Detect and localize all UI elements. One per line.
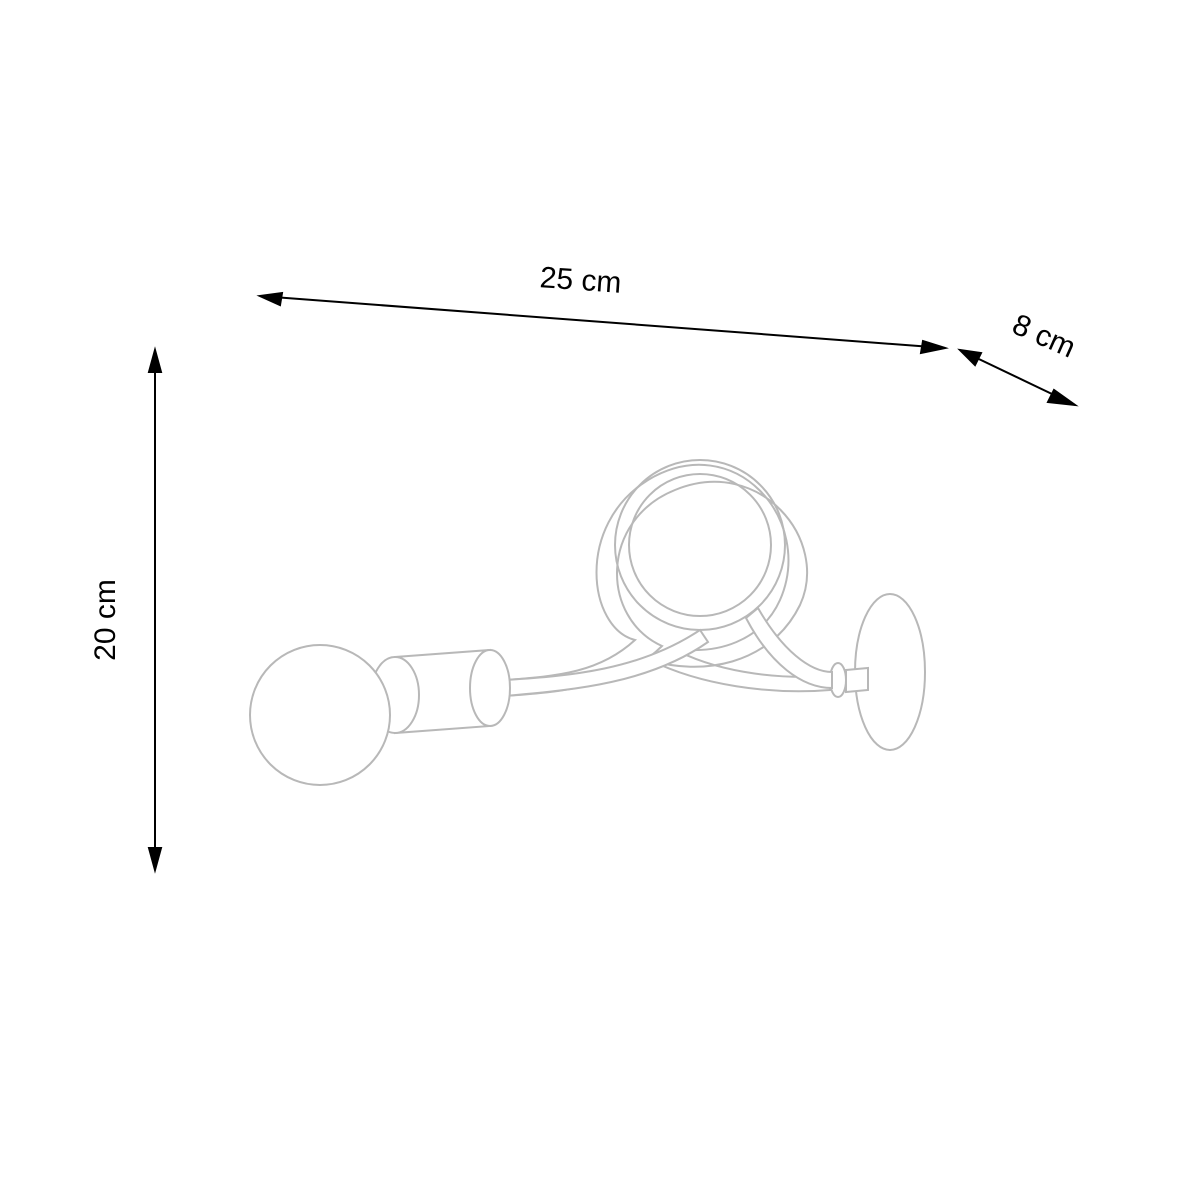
mount-stub: [846, 668, 868, 692]
arm-loop-outer: [615, 460, 785, 630]
dim-depth-arrow-left: [960, 350, 981, 365]
dim-width-arrow-right: [921, 341, 945, 353]
socket-end: [470, 650, 510, 726]
bulb: [250, 645, 390, 785]
arm-loop-inner: [629, 474, 771, 616]
dim-depth-label: 8 cm: [1007, 308, 1080, 365]
dim-width-label: 25 cm: [539, 261, 623, 300]
lamp-outline: [250, 460, 925, 785]
dim-height-arrow-bottom: [149, 848, 161, 870]
dim-depth-arrow-right: [1048, 390, 1075, 405]
dim-width-line: [260, 296, 945, 348]
dim-height-arrow-top: [149, 350, 161, 372]
technical-drawing: 25 cm 8 cm 20 cm: [0, 0, 1200, 1200]
dim-height-label: 20 cm: [89, 579, 122, 661]
dim-width-arrow-left: [260, 293, 282, 305]
